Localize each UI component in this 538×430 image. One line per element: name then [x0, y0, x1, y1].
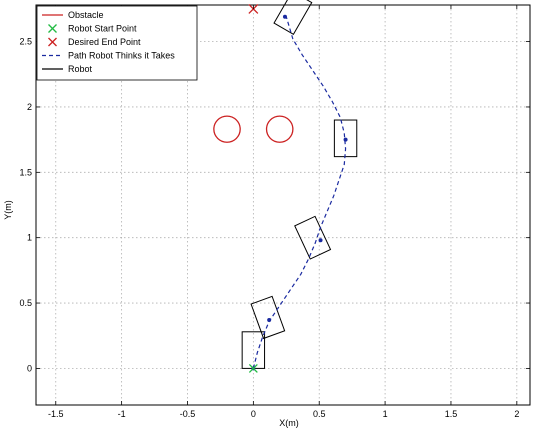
robot-box [250, 295, 286, 340]
y-tick-label: 0.5 [19, 298, 32, 308]
obstacles [213, 115, 294, 143]
y-tick-label: 2 [27, 102, 32, 112]
legend-label: Desired End Point [68, 37, 141, 47]
legend-swatch-stroke [48, 24, 57, 33]
y-tick-label: 1 [27, 233, 32, 243]
legend-label: Path Robot Thinks it Takes [68, 51, 175, 61]
x-tick-label: -1 [118, 409, 126, 419]
path-marker [267, 318, 272, 323]
legend-label: Obstacle [68, 10, 104, 20]
obstacle-circle [265, 115, 294, 143]
x-tick-label: 1 [383, 409, 388, 419]
legend-label: Robot Start Point [68, 24, 137, 34]
path-marker [282, 14, 287, 19]
x-tick-label: 1.5 [445, 409, 458, 419]
start-point-marker [248, 363, 258, 373]
start-point-marker-stroke [248, 363, 258, 373]
y-tick-label: 2.5 [19, 37, 32, 47]
grid [36, 5, 530, 405]
robot-box [273, 0, 313, 35]
legend-box [36, 5, 198, 81]
path-marker [343, 137, 348, 142]
x-axis-label: X(m) [279, 418, 299, 428]
x-tick-label: 2 [514, 409, 519, 419]
legend-swatch-end [48, 37, 57, 47]
legend: Obstacle Robot Start Point Desired End Poi… [36, 5, 198, 81]
x-tick-label: 0 [251, 409, 256, 419]
ticks: -1.5 -1 -0.5 0 0.5 1 1.5 2 0 0.5 1 1.5 2 2.5 [19, 5, 530, 419]
y-tick-label: 1.5 [19, 167, 32, 177]
robot-box [333, 119, 358, 158]
path-marker [318, 238, 323, 243]
legend-label: Robot [68, 64, 93, 74]
x-tick-label: 0.5 [313, 409, 326, 419]
x-tick-label: -1.5 [48, 409, 64, 419]
x-tick-label: -0.5 [180, 409, 196, 419]
legend-swatch-start [48, 24, 57, 33]
robot-box [294, 215, 332, 260]
path-line [252, 16, 347, 369]
y-axis-label: Y(m) [3, 200, 13, 220]
legend-swatch-stroke [48, 37, 57, 47]
y-tick-label: 0 [27, 363, 32, 373]
obstacle-circle [213, 115, 241, 143]
